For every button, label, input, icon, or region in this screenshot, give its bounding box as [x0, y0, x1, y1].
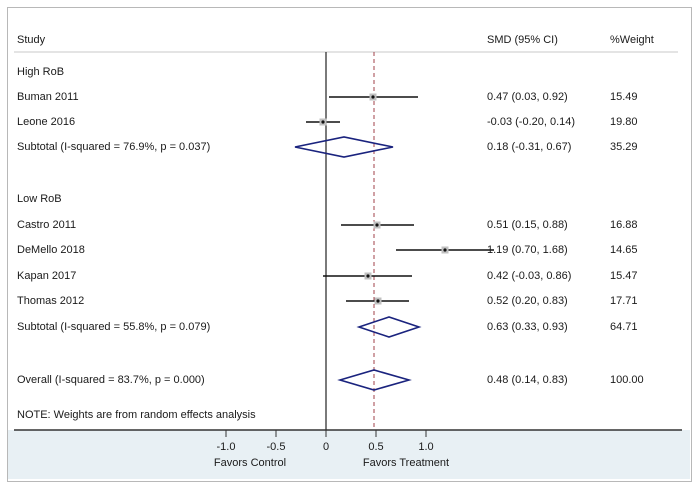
- subtotal-weight-text: 64.71: [610, 321, 638, 333]
- effect-ci-text: 0.42 (-0.03, 0.86): [487, 270, 571, 282]
- subtotal-ci-text: 0.18 (-0.31, 0.67): [487, 141, 571, 153]
- subtotal-ci-text: 0.63 (0.33, 0.93): [487, 321, 568, 333]
- effect-ci-text: 0.52 (0.20, 0.83): [487, 295, 568, 307]
- subtotal-weight-text: 35.29: [610, 141, 638, 153]
- column-header-weight: %Weight: [610, 34, 654, 46]
- subtotal-label: Subtotal (I-squared = 76.9%, p = 0.037): [17, 141, 210, 153]
- subtotal-diamond: [356, 316, 422, 338]
- footnote: NOTE: Weights are from random effects an…: [17, 409, 256, 421]
- point-estimate: [366, 274, 370, 278]
- x-tick-label: -0.5: [267, 441, 286, 453]
- weight-text: 15.47: [610, 270, 638, 282]
- x-tick-label: 0.5: [368, 441, 383, 453]
- overall-weight-text: 100.00: [610, 374, 644, 386]
- study-name: Kapan 2017: [17, 270, 76, 282]
- x-tick-label: -1.0: [217, 441, 236, 453]
- x-label-right: Favors Treatment: [363, 457, 449, 469]
- effect-ci-text: 0.51 (0.15, 0.88): [487, 219, 568, 231]
- weight-text: 17.71: [610, 295, 638, 307]
- study-name: Buman 2011: [17, 91, 79, 103]
- effect-ci-text: 0.47 (0.03, 0.92): [487, 91, 568, 103]
- point-estimate: [321, 120, 325, 124]
- x-label-left: Favors Control: [214, 457, 286, 469]
- forest-plot-frame: [7, 7, 692, 482]
- study-name: Thomas 2012: [17, 295, 84, 307]
- point-estimate: [371, 95, 375, 99]
- column-header-study: Study: [17, 34, 46, 46]
- subtotal-diamond: [294, 136, 394, 158]
- axis-band: [8, 430, 690, 479]
- weight-text: 14.65: [610, 244, 638, 256]
- x-tick-label: 1.0: [418, 441, 433, 453]
- x-tick-label: 0: [323, 441, 329, 453]
- overall-ci-text: 0.48 (0.14, 0.83): [487, 374, 568, 386]
- weight-text: 19.80: [610, 116, 638, 128]
- point-estimate: [443, 248, 447, 252]
- study-name: Castro 2011: [17, 219, 76, 231]
- study-name: Leone 2016: [17, 116, 75, 128]
- study-name: DeMello 2018: [17, 244, 85, 256]
- overall-label: Overall (I-squared = 83.7%, p = 0.000): [17, 374, 205, 386]
- weight-text: 16.88: [610, 219, 638, 231]
- effect-ci-text: 1.19 (0.70, 1.68): [487, 244, 568, 256]
- group-label: High RoB: [17, 66, 64, 78]
- point-estimate: [375, 223, 379, 227]
- group-label: Low RoB: [17, 193, 62, 205]
- overall-diamond: [337, 369, 412, 391]
- weight-text: 15.49: [610, 91, 638, 103]
- effect-ci-text: -0.03 (-0.20, 0.14): [487, 116, 575, 128]
- subtotal-label: Subtotal (I-squared = 55.8%, p = 0.079): [17, 321, 210, 333]
- point-estimate: [376, 299, 380, 303]
- column-header-effect: SMD (95% CI): [487, 34, 558, 46]
